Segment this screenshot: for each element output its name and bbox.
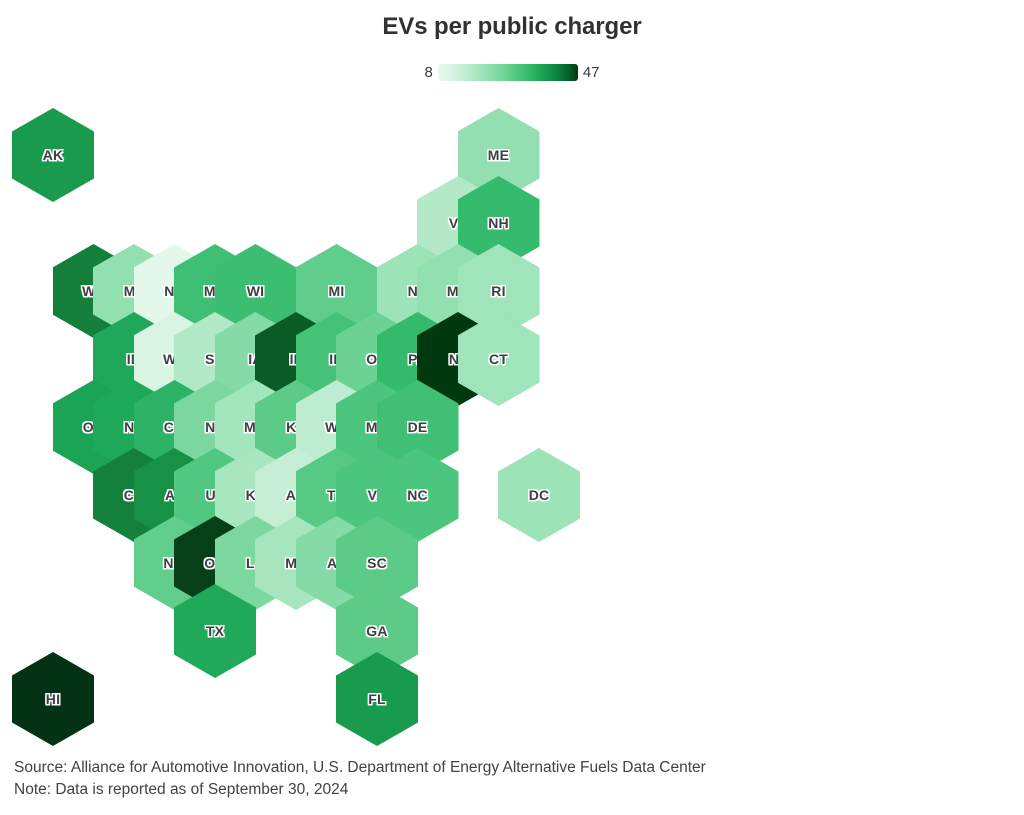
source-note: Source: Alliance for Automotive Innovati… — [14, 759, 706, 776]
hex-state-label: GA — [366, 623, 388, 639]
hex-state-label: NC — [407, 487, 428, 503]
hex-state-ak[interactable]: AK — [12, 108, 94, 202]
hex-state-label: TX — [205, 623, 225, 639]
hex-state-label: ME — [487, 147, 510, 163]
hex-state-label: AK — [42, 147, 64, 163]
hex-state-label: DC — [528, 487, 550, 503]
hex-state-fl[interactable]: FL — [336, 652, 418, 746]
hexagon-state-grid: AKMEVTNHWAMTNDMNWIMINYMARIIDWYSDIAILINOH… — [0, 95, 1024, 746]
legend-max-label: 47 — [582, 63, 600, 81]
data-note: Note: Data is reported as of September 3… — [14, 781, 349, 798]
hex-state-label: SC — [367, 555, 387, 571]
footnotes: Source: Alliance for Automotive Innovati… — [14, 757, 1014, 801]
hex-state-label: HI — [45, 691, 61, 707]
hex-state-label: NH — [488, 215, 509, 231]
hex-state-hi[interactable]: HI — [12, 652, 94, 746]
legend-min-label: 8 — [424, 63, 433, 81]
page-title: EVs per public charger — [382, 13, 642, 40]
hex-state-label: RI — [491, 283, 506, 299]
hex-state-label: DE — [407, 419, 428, 435]
hex-state-label: WI — [246, 283, 265, 299]
hex-state-dc[interactable]: DC — [498, 448, 580, 542]
color-legend: 8 47 — [412, 60, 612, 84]
hex-state-label: FL — [368, 691, 386, 707]
legend-gradient-bar — [437, 63, 578, 81]
hex-state-label: CT — [488, 351, 509, 367]
hex-state-label: MI — [328, 283, 345, 299]
